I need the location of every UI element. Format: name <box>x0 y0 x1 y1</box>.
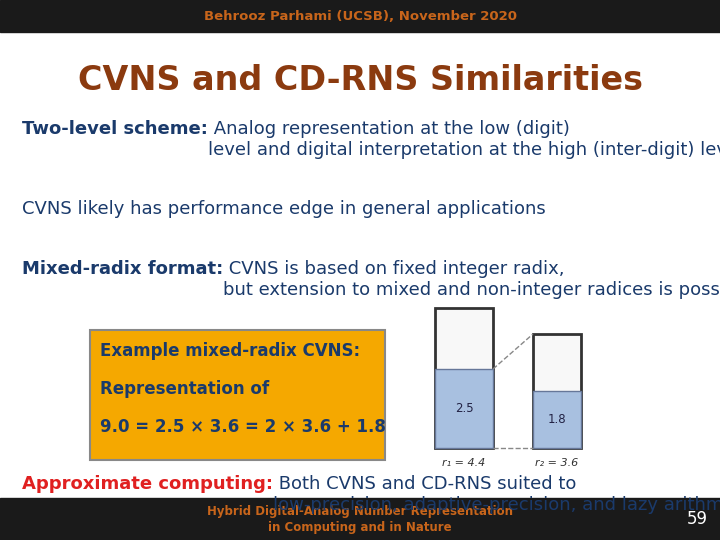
Text: Example mixed-radix CVNS:: Example mixed-radix CVNS: <box>100 342 360 360</box>
Bar <box>0 498 720 540</box>
Text: 9.0 = 2.5 × 3.6 = 2 × 3.6 + 1.8: 9.0 = 2.5 × 3.6 = 2 × 3.6 + 1.8 <box>100 418 386 436</box>
Text: CVNS and CD-RNS Similarities: CVNS and CD-RNS Similarities <box>78 64 642 97</box>
Text: r₂ = 3.6: r₂ = 3.6 <box>536 458 579 468</box>
Text: Two-level scheme:: Two-level scheme: <box>22 120 208 138</box>
Text: Behrooz Parhami (UCSB), November 2020: Behrooz Parhami (UCSB), November 2020 <box>204 10 516 23</box>
Text: r₁ = 4.4: r₁ = 4.4 <box>442 458 485 468</box>
Text: Mixed-radix format:: Mixed-radix format: <box>22 260 223 278</box>
Text: Hybrid Digital-Analog Number Representation: Hybrid Digital-Analog Number Representat… <box>207 504 513 517</box>
Text: 59: 59 <box>686 510 708 528</box>
Bar <box>0 0 720 32</box>
Text: Both CVNS and CD-RNS suited to
low-precision, adaptive-precision, and lazy arith: Both CVNS and CD-RNS suited to low-preci… <box>273 475 720 514</box>
Text: Representation of: Representation of <box>100 380 269 398</box>
Bar <box>533 391 581 448</box>
Text: CVNS is based on fixed integer radix,
but extension to mixed and non-integer rad: CVNS is based on fixed integer radix, bu… <box>223 260 720 299</box>
Text: Approximate computing:: Approximate computing: <box>22 475 273 493</box>
Text: 2.5: 2.5 <box>455 402 473 415</box>
Bar <box>435 369 493 448</box>
Text: 1.8: 1.8 <box>548 413 567 426</box>
Bar <box>90 330 385 460</box>
Bar <box>533 334 581 448</box>
Text: Analog representation at the low (digit)
level and digital interpretation at the: Analog representation at the low (digit)… <box>208 120 720 159</box>
Bar <box>435 308 493 448</box>
Text: in Computing and in Nature: in Computing and in Nature <box>268 521 452 534</box>
Text: CVNS likely has performance edge in general applications: CVNS likely has performance edge in gene… <box>22 200 546 218</box>
